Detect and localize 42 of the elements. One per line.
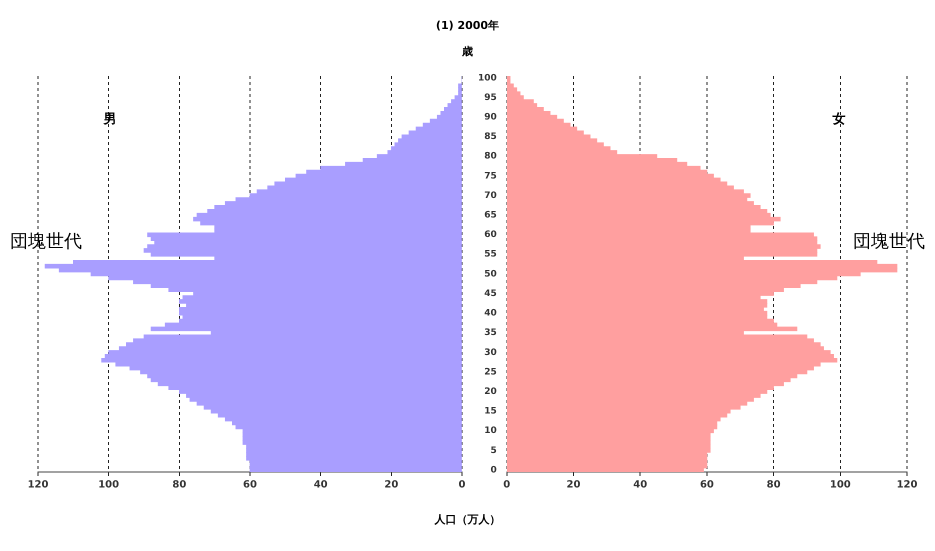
annotation: 団塊世代	[10, 230, 82, 252]
y-tick-label: 10	[484, 426, 497, 436]
y-tick-label: 35	[484, 328, 497, 338]
y-tick-label: 20	[484, 386, 497, 397]
y-axis-title: 歳	[461, 44, 474, 59]
y-tick-label: 15	[484, 406, 497, 417]
y-tick-label: 50	[484, 269, 497, 280]
x-tick-label: 120	[28, 480, 48, 491]
x-tick-label: 0	[503, 480, 510, 491]
annotation: 団塊世代	[853, 230, 925, 252]
x-tick-label: 100	[830, 480, 851, 491]
y-tick-label: 95	[484, 92, 497, 103]
y-tick-label: 5	[490, 446, 497, 456]
y-tick-label: 75	[484, 171, 497, 182]
x-tick-label: 120	[896, 480, 918, 491]
y-tick-label: 55	[484, 250, 497, 260]
x-tick-label: 0	[458, 480, 466, 491]
y-tick-label: 80	[484, 152, 497, 162]
x-tick-label: 20	[566, 480, 580, 491]
x-tick-label: 100	[98, 480, 120, 491]
y-tick-label: 85	[484, 132, 497, 142]
x-tick-label: 80	[172, 480, 186, 491]
y-tick-label: 70	[484, 190, 497, 201]
text: 女	[831, 112, 846, 127]
text: 男	[102, 112, 117, 127]
y-tick-label: 30	[484, 348, 497, 358]
x-tick-label: 80	[766, 480, 781, 491]
x-axis-title: 人口（万人）	[434, 512, 502, 527]
y-tick-label: 40	[484, 308, 497, 319]
x-tick-label: 60	[700, 480, 714, 491]
y-tick-label: 100	[478, 73, 497, 84]
y-tick-label: 65	[484, 210, 497, 221]
y-tick-label: 60	[484, 230, 497, 240]
y-tick-label: 25	[484, 367, 497, 378]
y-tick-label: 45	[484, 288, 497, 299]
chart-title: (1) 2000年	[434, 18, 500, 33]
x-tick-label: 40	[314, 480, 328, 491]
x-tick-label: 20	[384, 480, 398, 491]
y-tick-label: 0	[490, 465, 497, 476]
x-tick-label: 60	[243, 480, 257, 491]
x-tick-label: 40	[633, 480, 648, 491]
y-tick-label: 90	[484, 112, 497, 123]
